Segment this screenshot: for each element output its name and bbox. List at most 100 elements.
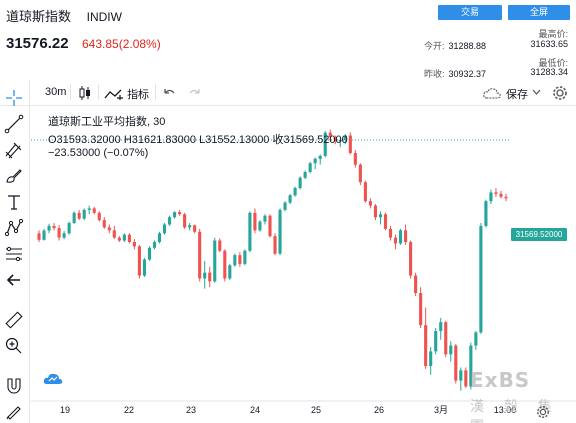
- candle[interactable]: [142, 258, 147, 278]
- candle[interactable]: [273, 233, 277, 256]
- candle[interactable]: [308, 161, 312, 174]
- candle[interactable]: [228, 263, 232, 280]
- candle[interactable]: [368, 198, 372, 209]
- candle[interactable]: [383, 212, 388, 231]
- candle[interactable]: [459, 367, 463, 391]
- candle[interactable]: [288, 193, 292, 205]
- interval-selector[interactable]: 30m: [45, 86, 67, 98]
- candle[interactable]: [82, 208, 86, 221]
- brush-icon[interactable]: [4, 166, 24, 186]
- candle[interactable]: [268, 214, 272, 238]
- candle[interactable]: [363, 180, 367, 203]
- candle[interactable]: [238, 252, 242, 267]
- candle[interactable]: [419, 287, 423, 329]
- candle[interactable]: [434, 328, 438, 355]
- candle[interactable]: [203, 260, 207, 289]
- candle[interactable]: [62, 231, 66, 240]
- candle[interactable]: [42, 228, 46, 241]
- candle[interactable]: [72, 211, 76, 224]
- candle[interactable]: [378, 211, 383, 225]
- candle[interactable]: [67, 221, 71, 235]
- back-arrow-icon[interactable]: [4, 270, 24, 290]
- candle[interactable]: [318, 154, 322, 165]
- candle[interactable]: [87, 205, 91, 215]
- candle[interactable]: [127, 233, 131, 244]
- candle[interactable]: [137, 244, 141, 279]
- magnet-icon[interactable]: [4, 376, 24, 396]
- candle[interactable]: [414, 272, 418, 296]
- candle[interactable]: [47, 223, 51, 234]
- candle[interactable]: [454, 344, 458, 384]
- candle[interactable]: [112, 225, 116, 240]
- candle[interactable]: [484, 199, 488, 228]
- candle[interactable]: [449, 341, 453, 362]
- candle[interactable]: [223, 249, 227, 282]
- pitchfork-icon[interactable]: [4, 140, 24, 160]
- candle[interactable]: [188, 223, 192, 231]
- candle[interactable]: [313, 157, 317, 170]
- candle[interactable]: [132, 239, 136, 250]
- candle[interactable]: [323, 131, 327, 158]
- candle[interactable]: [504, 193, 508, 202]
- indicators-button[interactable]: 指标: [104, 86, 149, 102]
- candle[interactable]: [409, 240, 413, 279]
- candle[interactable]: [183, 212, 187, 229]
- candle[interactable]: [353, 150, 357, 168]
- lock-drawing-icon[interactable]: [4, 401, 24, 421]
- candle[interactable]: [117, 236, 121, 242]
- candle[interactable]: [393, 234, 398, 250]
- candle[interactable]: [444, 320, 448, 358]
- candle[interactable]: [243, 249, 247, 266]
- cloud-icon[interactable]: [42, 370, 64, 386]
- trend-line-icon[interactable]: [4, 114, 24, 134]
- candle[interactable]: [97, 211, 101, 222]
- candle[interactable]: [388, 225, 393, 241]
- candle[interactable]: [208, 266, 212, 288]
- candle[interactable]: [333, 135, 337, 145]
- candle[interactable]: [429, 347, 433, 375]
- candle[interactable]: [57, 225, 61, 241]
- candle[interactable]: [439, 317, 443, 340]
- candle[interactable]: [147, 246, 152, 261]
- candle[interactable]: [253, 208, 257, 234]
- candle[interactable]: [102, 217, 106, 229]
- candle[interactable]: [107, 224, 111, 234]
- candle[interactable]: [233, 253, 237, 267]
- candle[interactable]: [178, 209, 182, 216]
- pattern-icon[interactable]: [4, 218, 24, 238]
- price-chart[interactable]: 19 22 23 24 25 26 3月 13:00: [31, 106, 576, 423]
- candle[interactable]: [328, 129, 332, 142]
- candle[interactable]: [489, 189, 493, 205]
- save-button[interactable]: 保存: [506, 89, 528, 101]
- ruler-icon[interactable]: [4, 310, 24, 330]
- candle[interactable]: [298, 176, 302, 190]
- candle[interactable]: [474, 330, 478, 350]
- candle[interactable]: [168, 215, 172, 226]
- undo-icon[interactable]: [162, 87, 176, 99]
- candle[interactable]: [77, 209, 81, 221]
- candle[interactable]: [499, 190, 503, 199]
- candle[interactable]: [469, 342, 473, 390]
- candle[interactable]: [343, 134, 347, 145]
- candle[interactable]: [258, 220, 262, 232]
- candle[interactable]: [162, 223, 167, 235]
- candle[interactable]: [278, 208, 282, 256]
- candle[interactable]: [213, 237, 217, 283]
- candle[interactable]: [283, 201, 287, 212]
- fullscreen-button[interactable]: 全屏: [508, 5, 570, 20]
- candle[interactable]: [248, 211, 252, 253]
- candle[interactable]: [173, 211, 177, 219]
- text-tool-icon[interactable]: [4, 192, 24, 212]
- candle[interactable]: [348, 132, 352, 155]
- zoom-in-icon[interactable]: [4, 336, 24, 356]
- candle[interactable]: [37, 230, 41, 242]
- candle[interactable]: [263, 214, 267, 225]
- fib-tool-icon[interactable]: [4, 244, 24, 264]
- candle[interactable]: [424, 307, 428, 369]
- candle[interactable]: [303, 170, 307, 180]
- candle[interactable]: [398, 228, 403, 245]
- chart-settings-icon[interactable]: [536, 405, 550, 419]
- candle[interactable]: [479, 223, 483, 334]
- candle[interactable]: [494, 188, 498, 197]
- candle[interactable]: [404, 224, 408, 245]
